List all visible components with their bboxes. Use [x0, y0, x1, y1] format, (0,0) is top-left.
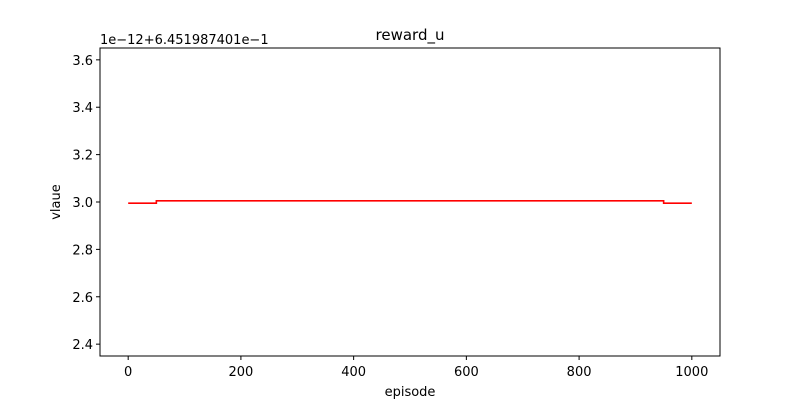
y-tick-label: 2.6: [72, 291, 93, 306]
y-tick-label: 2.8: [72, 243, 93, 258]
plot-frame: [99, 47, 721, 357]
y-axis: 2.4 2.6 2.8 3.0 3.2 3.4 3.6: [72, 54, 100, 353]
plot-area: [128, 200, 692, 204]
y-tick-label: 3.2: [72, 149, 93, 164]
y-tick-label: 3.6: [72, 54, 93, 69]
x-tick-label: 600: [454, 365, 479, 380]
x-tick-label: 200: [228, 365, 253, 380]
y-axis-offset-text: 1e−12+6.451987401e−1: [100, 33, 269, 48]
x-axis-label: episode: [385, 385, 436, 400]
series-line: [128, 200, 692, 204]
x-tick-label: 1000: [675, 365, 708, 380]
x-tick-label: 800: [567, 365, 592, 380]
y-tick-label: 3.0: [72, 196, 93, 211]
x-tick-label: 400: [341, 365, 366, 380]
chart-title: reward_u: [376, 26, 445, 45]
y-tick-label: 3.4: [72, 101, 93, 116]
x-axis: 0 200 400 600 800 1000: [124, 356, 708, 380]
x-tick-label: 0: [124, 365, 132, 380]
y-axis-label: vlaue: [49, 184, 64, 220]
y-tick-label: 2.4: [72, 338, 93, 353]
